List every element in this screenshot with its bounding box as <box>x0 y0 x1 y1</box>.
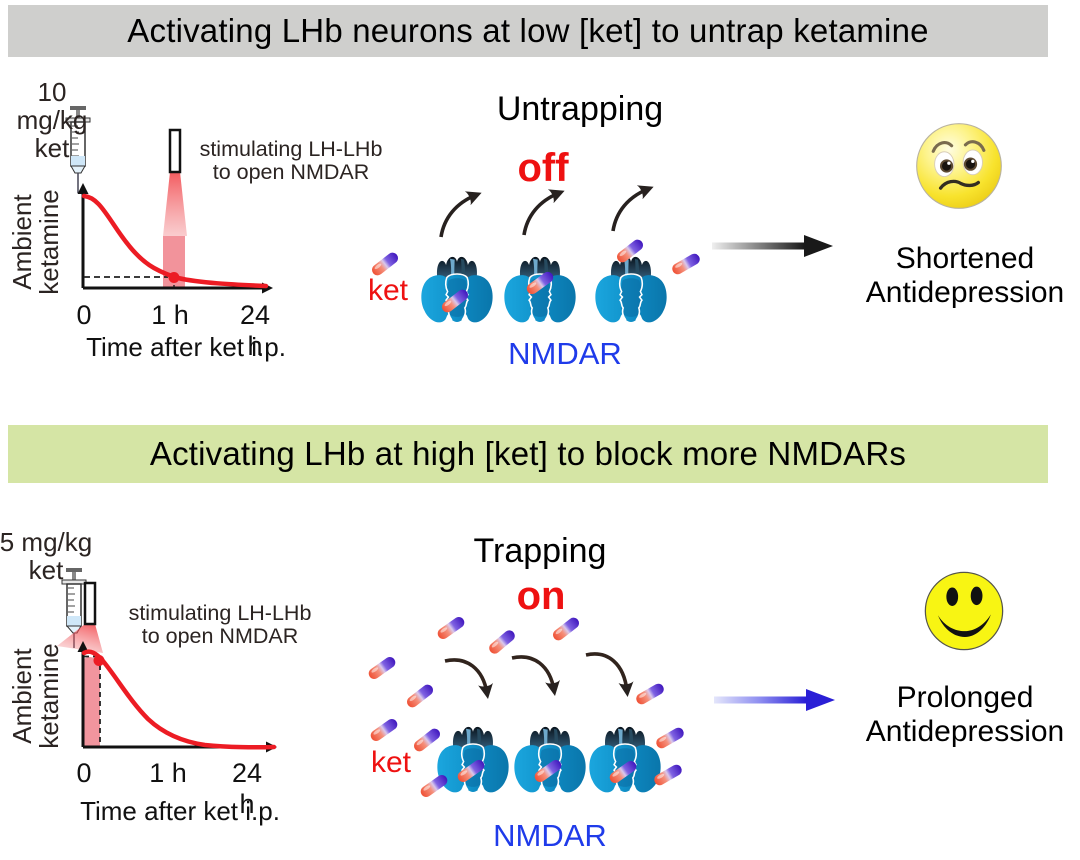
ketamine-decay-curve <box>81 649 277 750</box>
bottom-header-text: Activating LHb at high [ket] to block mo… <box>149 435 907 472</box>
top-xtick-24h: 24 h <box>239 300 271 361</box>
optic-fiber-icon <box>168 128 182 174</box>
sad-face-icon <box>916 123 1002 209</box>
top-untrapping-scheme <box>369 185 702 324</box>
nmdar-receptor-icon <box>420 256 494 324</box>
top-scheme-title: Untrapping <box>496 90 664 128</box>
untrap-arrow-3 <box>611 185 654 232</box>
ketamine-decay-curve <box>81 193 269 289</box>
ketamine-pill-icon <box>670 251 702 277</box>
ketamine-pill-icon <box>486 628 518 656</box>
bottom-nmdar-label: NMDAR <box>493 818 607 853</box>
gradient-arrow-blue <box>714 689 835 711</box>
top-outcome-text: Shortened Antidepression <box>865 242 1065 309</box>
bottom-xtick-0: 0 <box>76 758 92 788</box>
top-panel-header: Activating LHb neurons at low [ket] to u… <box>8 5 1048 57</box>
top-dose-label: 10 mg/kg ket <box>16 77 88 163</box>
y-axis-arrowhead <box>77 183 89 194</box>
syringe-icon <box>61 568 87 648</box>
ketamine-pill-icon <box>550 615 582 643</box>
bottom-outcome-text: Prolonged Antidepression <box>865 681 1065 748</box>
gradient-arrow-black <box>712 235 833 257</box>
ketamine-pill-icon <box>654 725 686 751</box>
bottom-ketamine-decay-plot <box>57 568 277 753</box>
top-y-axis-label: Ambient ketamine <box>7 189 64 295</box>
top-x-axis-label: Time after ket i.p. <box>86 332 286 362</box>
nmdar-receptor-icon <box>588 726 662 794</box>
nmdar-receptor-icon <box>436 726 510 794</box>
y-axis-arrowhead <box>77 641 89 652</box>
ketamine-pill-icon <box>435 614 467 642</box>
optic-fiber-icon <box>83 581 97 626</box>
bottom-x-axis-label: Time after ket i.p. <box>80 796 280 826</box>
ketamine-pill-icon <box>404 682 436 710</box>
ketamine-pill-icon <box>366 654 398 682</box>
ketamine-pill-icon <box>368 716 400 744</box>
top-header-text: Activating LHb neurons at low [ket] to u… <box>127 12 929 49</box>
top-ketamine-decay-plot <box>65 106 273 294</box>
bottom-xtick-24h: 24 h <box>231 758 263 819</box>
untrap-arrow-2 <box>522 189 565 236</box>
bottom-y-axis-label: Ambient ketamine <box>7 643 64 749</box>
top-trapping-state: off <box>517 146 569 190</box>
stimulation-timepoint-dot <box>168 272 180 283</box>
trap-arrow-2 <box>511 655 560 696</box>
top-xtick-0: 0 <box>76 300 92 330</box>
bottom-stim-annotation: stimulating LH-LHb to open NMDAR <box>128 601 312 648</box>
bottom-ket-label: ket <box>370 746 412 779</box>
trap-arrow-3 <box>585 652 634 698</box>
bottom-dose-label: 5 mg/kg ket <box>0 527 93 585</box>
nmdar-receptor-icon <box>594 256 668 324</box>
top-stim-annotation: stimulating LH-LHb to open NMDAR <box>199 137 383 184</box>
untrap-arrow-1 <box>439 191 482 238</box>
trap-arrows <box>444 652 634 699</box>
trap-arrow-1 <box>444 658 493 699</box>
ketamine-pill-icon <box>634 681 666 707</box>
untrap-arrows <box>439 185 654 238</box>
stimulation-shaded-region <box>84 656 100 746</box>
light-cone <box>163 172 187 236</box>
happy-face-icon <box>924 571 1004 651</box>
bottom-trapping-state: on <box>516 574 566 618</box>
top-ket-label: ket <box>367 274 409 307</box>
top-nmdar-label: NMDAR <box>508 336 622 371</box>
stimulation-timepoint-dot <box>93 655 105 666</box>
bottom-xtick-1h: 1 h <box>149 758 187 788</box>
syringe-icon <box>65 106 91 193</box>
bottom-trapping-scheme <box>366 614 686 800</box>
bottom-scheme-title: Trapping <box>473 532 607 570</box>
top-xtick-1h: 1 h <box>151 300 189 330</box>
nmdar-receptor-icon <box>513 726 587 794</box>
bottom-panel-header: Activating LHb at high [ket] to block mo… <box>8 425 1048 483</box>
light-cone <box>57 624 103 653</box>
